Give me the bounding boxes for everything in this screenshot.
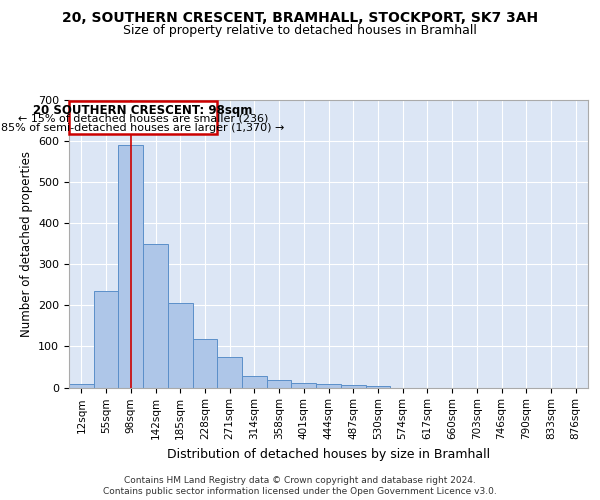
Bar (193, 339, 217, 388)
Bar (69, 384, 94, 388)
Text: 20, SOUTHERN CRESCENT, BRAMHALL, STOCKPORT, SK7 3AH: 20, SOUTHERN CRESCENT, BRAMHALL, STOCKPO… (62, 11, 538, 25)
X-axis label: Distribution of detached houses by size in Bramhall: Distribution of detached houses by size … (167, 448, 490, 460)
Y-axis label: Number of detached properties: Number of detached properties (20, 151, 32, 337)
Bar (143, 244, 168, 388)
Bar (341, 385, 365, 388)
Bar (365, 386, 390, 388)
Bar (94, 291, 118, 388)
Bar (316, 384, 341, 388)
Text: Contains HM Land Registry data © Crown copyright and database right 2024.: Contains HM Land Registry data © Crown c… (124, 476, 476, 485)
Text: Contains public sector information licensed under the Open Government Licence v3: Contains public sector information licen… (103, 488, 497, 496)
Bar (242, 376, 267, 388)
Bar (118, 145, 143, 388)
Text: 85% of semi-detached houses are larger (1,370) →: 85% of semi-detached houses are larger (… (1, 123, 285, 133)
Text: Size of property relative to detached houses in Bramhall: Size of property relative to detached ho… (123, 24, 477, 37)
Bar (267, 380, 292, 388)
Bar (168, 304, 193, 388)
Text: ← 15% of detached houses are smaller (236): ← 15% of detached houses are smaller (23… (18, 114, 268, 124)
FancyBboxPatch shape (70, 101, 217, 134)
Text: 20 SOUTHERN CRESCENT: 98sqm: 20 SOUTHERN CRESCENT: 98sqm (34, 104, 253, 117)
Bar (217, 356, 242, 388)
Bar (292, 384, 316, 388)
